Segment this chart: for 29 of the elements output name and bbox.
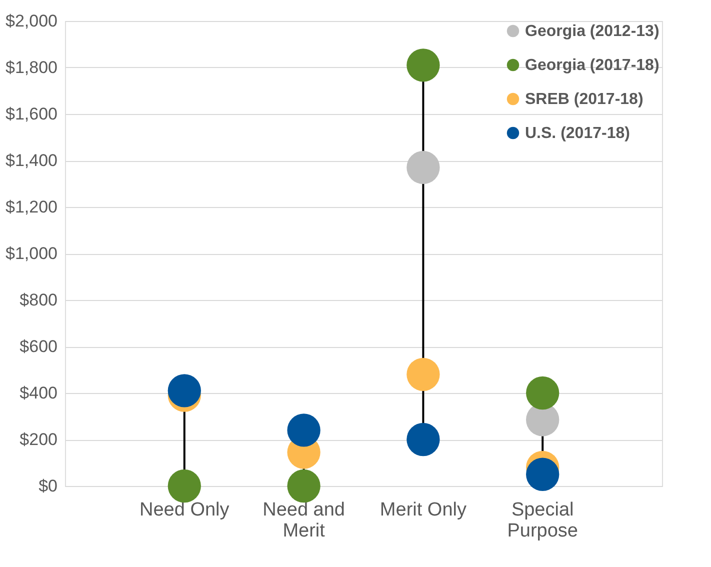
y-tick-label: $800 <box>20 290 58 310</box>
x-tick-label: Need Only <box>140 500 230 520</box>
legend-label: SREB (2017-18) <box>525 91 644 108</box>
point <box>287 414 320 447</box>
x-tick-label: Need and Merit <box>262 500 346 542</box>
y-tick-label: $1,000 <box>6 244 58 263</box>
x-tick-label: Special Purpose <box>507 500 578 542</box>
legend-label: U.S. (2017-18) <box>525 125 630 142</box>
point <box>168 374 201 408</box>
point <box>287 469 320 503</box>
y-tick-label: $2,000 <box>6 12 58 30</box>
y-tick-label: $0 <box>38 476 58 496</box>
y-tick-label: $600 <box>20 337 58 356</box>
point <box>406 422 440 456</box>
y-tick-label: $1,600 <box>6 104 58 124</box>
point <box>406 358 440 391</box>
y-tick-label: $200 <box>20 430 58 449</box>
point <box>406 48 440 82</box>
point <box>168 469 201 503</box>
x-tick-label: Merit Only <box>380 500 467 520</box>
y-tick-label: $400 <box>20 384 58 402</box>
y-tick-label: $1,200 <box>6 198 58 216</box>
point <box>526 458 560 491</box>
legend-label: Georgia (2012-13) <box>525 23 660 40</box>
y-tick-label: $1,400 <box>6 151 58 170</box>
legend-label: Georgia (2017-18) <box>525 57 660 74</box>
y-tick-label: $1,800 <box>6 58 58 77</box>
point <box>406 150 440 184</box>
point <box>526 376 560 410</box>
